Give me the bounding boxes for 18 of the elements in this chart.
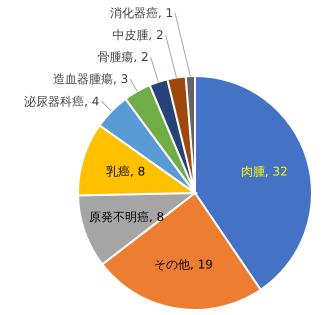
data-label: , 4 [84, 94, 100, 108]
slice-label: その他 [154, 258, 190, 272]
data-label: , 8 [130, 164, 146, 179]
slice-label: 泌尿器科癌 [24, 94, 84, 108]
slice-label: 消化器癌 [110, 6, 158, 20]
slice-label: 乳癌 [106, 164, 130, 179]
slice-label: 肉腫 [240, 164, 265, 179]
slice-label: 造血器腫瘍 [52, 72, 113, 86]
data-label: , 8 [148, 210, 164, 224]
slice-label: 骨腫瘍 [97, 50, 134, 64]
data-label: , 3 [112, 72, 128, 86]
data-label: , 19 [190, 258, 213, 272]
slice-label: 中皮腫 [112, 28, 148, 42]
data-label: , 32 [264, 164, 288, 179]
data-label: , 2 [148, 28, 164, 42]
data-label: , 2 [133, 50, 149, 64]
slice-label: 原発不明癌 [88, 210, 149, 224]
data-label: , 1 [158, 6, 174, 20]
